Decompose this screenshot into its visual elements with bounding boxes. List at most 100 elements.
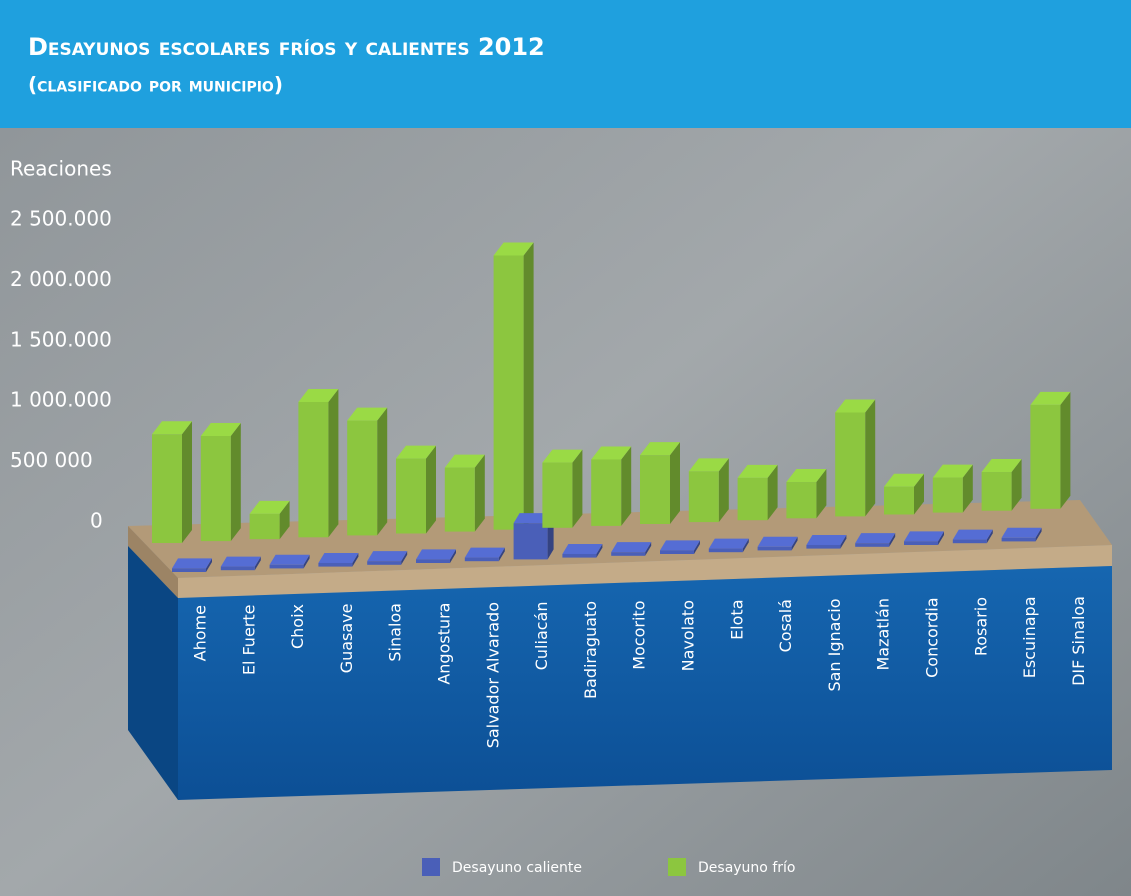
- bar: [904, 531, 944, 545]
- bar-side: [377, 407, 388, 536]
- x-tick-label: DIF Sinaloa: [1069, 596, 1088, 686]
- bar-top: [806, 534, 847, 545]
- x-tick-label: Salvador Alvarado: [483, 602, 502, 748]
- bar-top: [835, 399, 876, 413]
- bar-front: [396, 458, 426, 534]
- bar: [200, 423, 241, 542]
- bar-side: [718, 458, 729, 523]
- bar: [542, 449, 583, 528]
- bar-side: [1035, 527, 1042, 542]
- bar-top: [786, 469, 827, 483]
- x-tick-label: San Ignacio: [825, 599, 844, 692]
- bar-side: [645, 542, 652, 556]
- bar: [932, 464, 973, 513]
- x-tick-label: Mocorito: [630, 601, 649, 670]
- bar: [318, 552, 359, 567]
- bar-top: [688, 458, 729, 472]
- base-left: [128, 546, 178, 800]
- bar-front: [737, 477, 768, 521]
- bar-side: [352, 552, 359, 567]
- bar-top: [1030, 391, 1071, 405]
- bar-top: [591, 446, 632, 460]
- bar: [611, 542, 652, 556]
- y-tick-label: 1 500.000: [10, 327, 112, 351]
- base-front: [178, 566, 1112, 800]
- bar-front: [904, 541, 938, 545]
- bar-side: [670, 442, 680, 524]
- bar-side: [474, 454, 485, 532]
- bar: [464, 547, 505, 562]
- bar-front: [1001, 537, 1036, 542]
- header: [0, 0, 1131, 128]
- bar-side: [450, 549, 456, 563]
- bar-side: [230, 423, 241, 542]
- bar-side: [303, 554, 310, 569]
- bar-front: [884, 486, 914, 515]
- bar-top: [708, 538, 749, 549]
- bar: [660, 540, 700, 554]
- bar-front: [1030, 404, 1061, 509]
- y-tick-label: 1 000.000: [10, 388, 112, 412]
- bar: [786, 469, 827, 519]
- bar: [1030, 391, 1071, 509]
- bar-side: [1011, 459, 1022, 511]
- bar-front: [981, 472, 1012, 511]
- y-tick-label: 0: [90, 509, 103, 533]
- legend-label: Desayuno caliente: [452, 860, 582, 876]
- bar-top: [562, 543, 603, 554]
- legend-swatch: [422, 858, 440, 876]
- bar-top: [660, 540, 700, 551]
- bar-top: [464, 547, 505, 558]
- bar-front: [932, 477, 963, 513]
- bar: [347, 407, 388, 536]
- bar-side: [621, 446, 632, 526]
- bar: [269, 554, 310, 569]
- bar: [688, 458, 729, 523]
- bar-side: [279, 500, 290, 540]
- bar-top: [952, 529, 993, 540]
- bar: [737, 464, 778, 521]
- bar: [640, 442, 680, 524]
- bar-front: [688, 471, 719, 523]
- bar-top: [444, 454, 485, 468]
- bar-front: [464, 557, 499, 562]
- bar: [835, 399, 876, 517]
- bar-side: [572, 449, 583, 528]
- bar-front: [562, 553, 597, 558]
- bar-top: [172, 558, 212, 569]
- bar-front: [591, 459, 622, 526]
- bar: [152, 421, 192, 543]
- bar-side: [865, 399, 876, 517]
- bar-top: [318, 552, 359, 563]
- bar: [220, 556, 261, 571]
- bar: [493, 242, 534, 530]
- bar: [444, 454, 485, 532]
- bar-side: [791, 536, 798, 551]
- bar-top: [640, 442, 680, 456]
- legend-label: Desayuno frío: [698, 860, 795, 876]
- bar: [981, 459, 1022, 511]
- bar-side: [596, 543, 603, 558]
- bar-side: [254, 556, 261, 571]
- bar: [757, 536, 798, 551]
- bar-top: [367, 551, 408, 562]
- x-tick-label: Sinaloa: [386, 603, 405, 662]
- y-tick-label: 2 000.000: [10, 267, 112, 291]
- bar-front: [249, 513, 280, 540]
- bar: [952, 529, 993, 544]
- bar-side: [426, 445, 436, 534]
- bar-front: [611, 552, 646, 556]
- bar-top: [981, 459, 1022, 473]
- bar-top: [152, 421, 192, 435]
- bar-top: [416, 549, 456, 560]
- bar-top: [737, 464, 778, 478]
- bar-top: [932, 464, 973, 478]
- bar-front: [855, 543, 890, 547]
- bar-top: [904, 531, 944, 542]
- platform-left: [128, 526, 178, 598]
- bar-side: [523, 242, 534, 530]
- bar-front: [416, 559, 450, 563]
- bar-side: [182, 421, 192, 543]
- bar-front: [708, 548, 743, 553]
